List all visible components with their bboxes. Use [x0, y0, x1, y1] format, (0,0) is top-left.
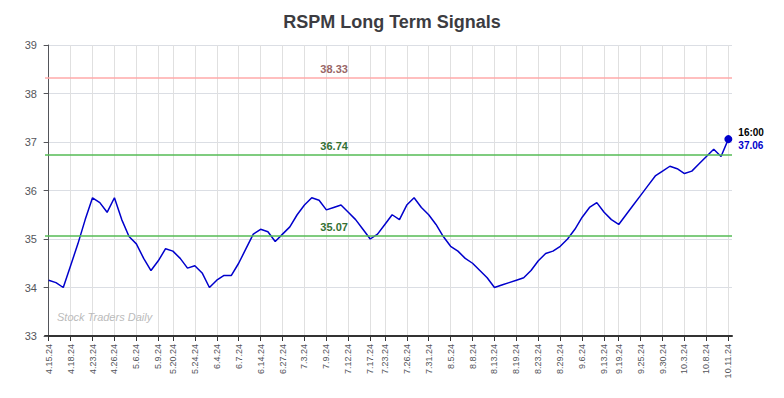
- svg-text:6.7.24: 6.7.24: [234, 344, 244, 369]
- svg-text:9.30.24: 9.30.24: [658, 344, 668, 374]
- svg-text:6.14.24: 6.14.24: [256, 344, 266, 374]
- svg-text:34: 34: [25, 282, 37, 294]
- svg-text:5.20.24: 5.20.24: [168, 344, 178, 374]
- svg-text:38: 38: [25, 88, 37, 100]
- svg-text:Stock Traders Daily: Stock Traders Daily: [57, 311, 154, 323]
- svg-text:36: 36: [25, 185, 37, 197]
- svg-text:9.13.24: 9.13.24: [599, 344, 609, 374]
- svg-text:37.06: 37.06: [738, 140, 763, 151]
- svg-text:35: 35: [25, 233, 37, 245]
- svg-text:4.26.24: 4.26.24: [109, 344, 119, 374]
- svg-text:8.29.24: 8.29.24: [555, 344, 565, 374]
- svg-text:7.12.24: 7.12.24: [343, 344, 353, 374]
- svg-text:35.07: 35.07: [320, 221, 348, 233]
- svg-text:9.19.24: 9.19.24: [614, 344, 624, 374]
- svg-text:7.26.24: 7.26.24: [402, 344, 412, 374]
- svg-text:RSPM Long Term Signals: RSPM Long Term Signals: [283, 12, 501, 32]
- svg-text:6.4.24: 6.4.24: [212, 344, 222, 369]
- svg-text:8.23.24: 8.23.24: [533, 344, 543, 374]
- svg-text:7.31.24: 7.31.24: [424, 344, 434, 374]
- svg-text:5.24.24: 5.24.24: [190, 344, 200, 374]
- svg-text:9.6.24: 9.6.24: [577, 344, 587, 369]
- svg-text:8.5.24: 8.5.24: [446, 344, 456, 369]
- svg-text:36.74: 36.74: [320, 140, 348, 152]
- svg-text:16:00: 16:00: [738, 127, 764, 138]
- svg-text:38.33: 38.33: [320, 63, 348, 75]
- svg-text:7.17.24: 7.17.24: [365, 344, 375, 374]
- svg-text:4.23.24: 4.23.24: [88, 344, 98, 374]
- svg-text:6.27.24: 6.27.24: [278, 344, 288, 374]
- svg-text:7.9.24: 7.9.24: [321, 344, 331, 369]
- svg-text:8.8.24: 8.8.24: [468, 344, 478, 369]
- svg-text:4.15.24: 4.15.24: [44, 344, 54, 374]
- svg-text:7.23.24: 7.23.24: [380, 344, 390, 374]
- svg-text:39: 39: [25, 39, 37, 51]
- svg-text:9.25.24: 9.25.24: [636, 344, 646, 374]
- svg-text:10.8.24: 10.8.24: [701, 344, 711, 374]
- svg-text:10.11.24: 10.11.24: [723, 344, 733, 378]
- svg-text:37: 37: [25, 136, 37, 148]
- svg-text:8.19.24: 8.19.24: [511, 344, 521, 374]
- svg-text:8.13.24: 8.13.24: [489, 344, 499, 374]
- svg-text:5.9.24: 5.9.24: [153, 344, 163, 369]
- svg-text:5.6.24: 5.6.24: [131, 344, 141, 369]
- svg-text:33: 33: [25, 330, 37, 342]
- svg-text:4.18.24: 4.18.24: [66, 344, 76, 374]
- svg-text:10.3.24: 10.3.24: [679, 344, 689, 374]
- svg-text:7.3.24: 7.3.24: [299, 344, 309, 369]
